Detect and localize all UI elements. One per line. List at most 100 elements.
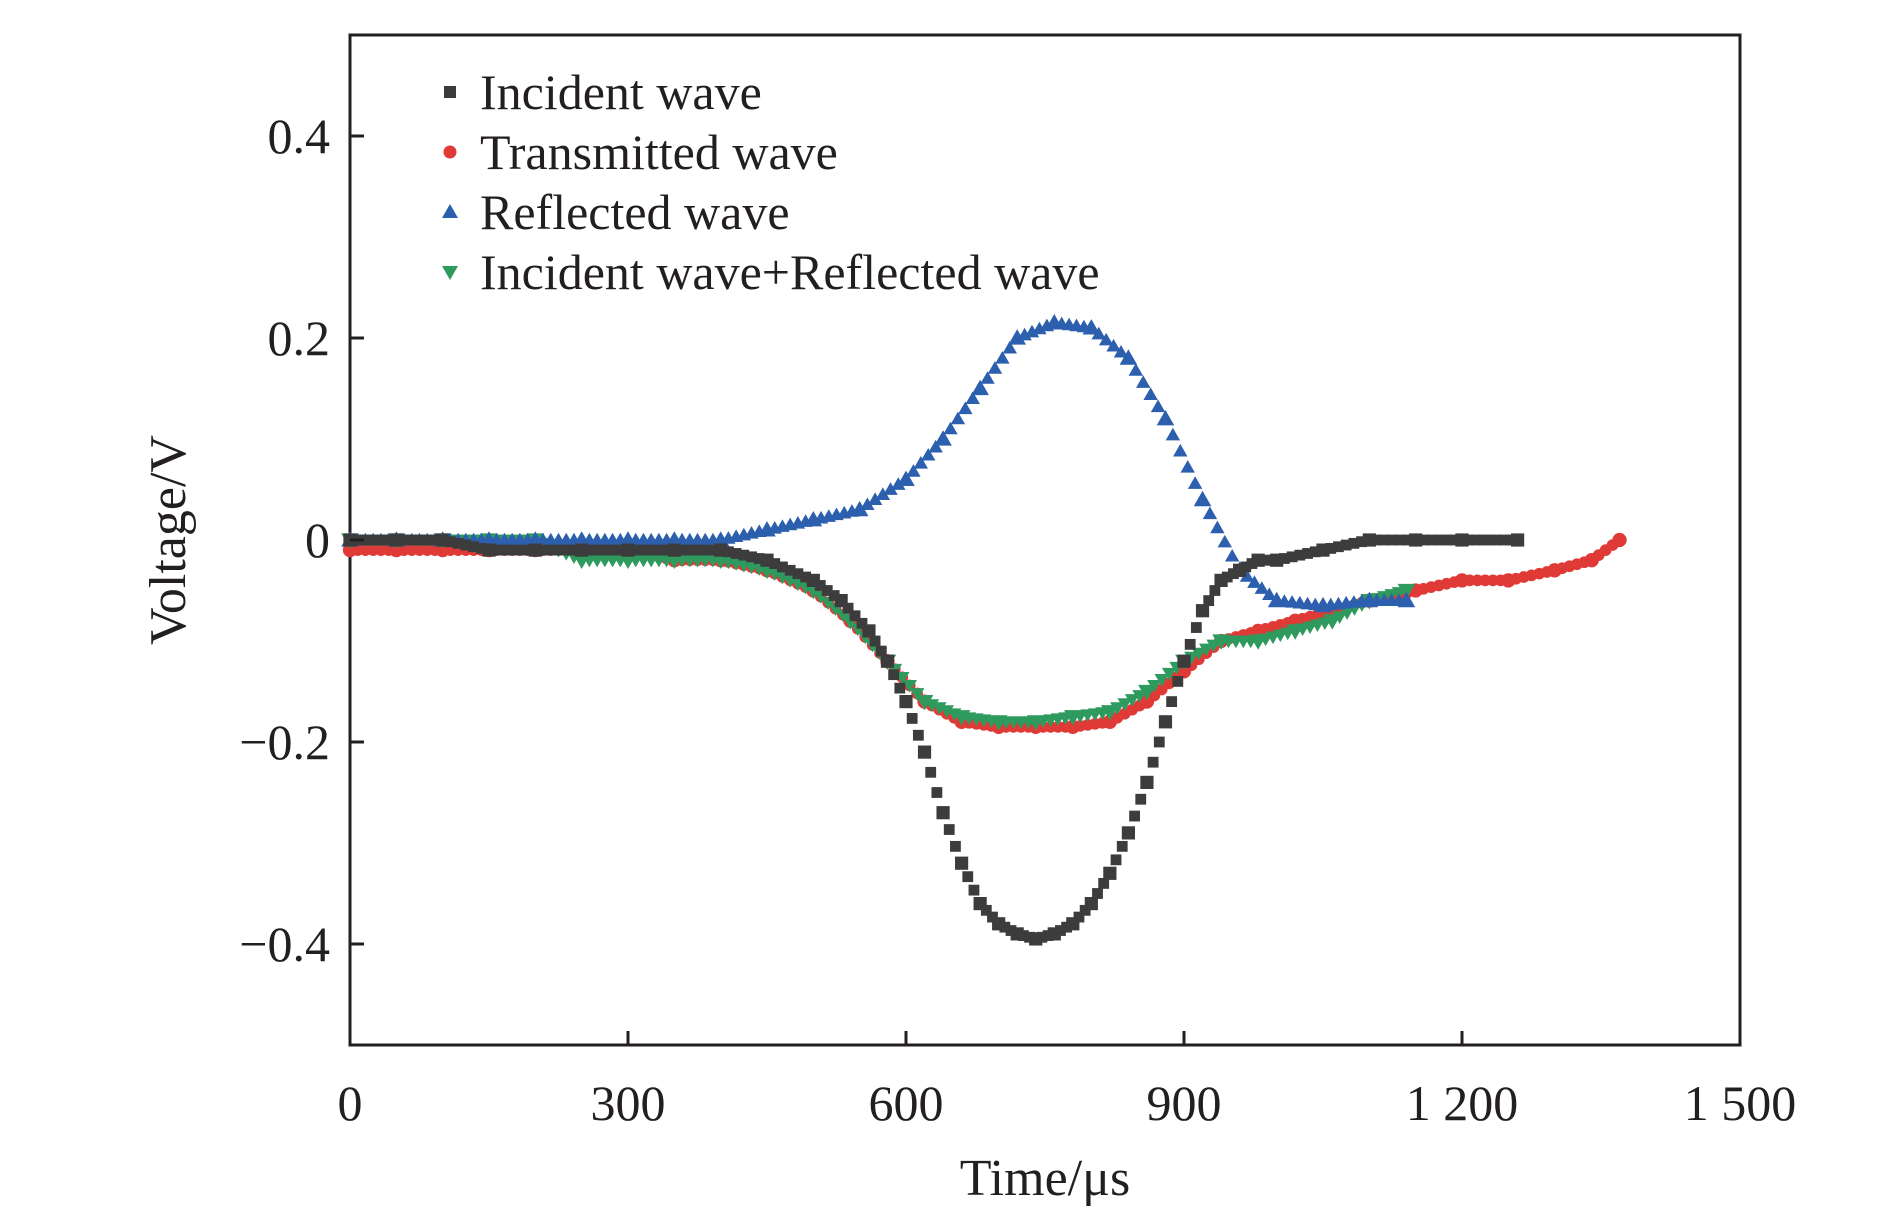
sample-marker (1165, 427, 1181, 441)
sample-marker (444, 536, 456, 548)
sample-marker (1394, 534, 1406, 546)
ticks-layer: 0 300 600 900 1 200 1 500 −0.4 −0.2 0 0.2 0.4 (239, 108, 1796, 1131)
sample-marker (398, 534, 410, 546)
sample-marker (630, 544, 642, 556)
sample-marker (1333, 541, 1344, 553)
x-tick-label: 900 (1147, 1075, 1222, 1131)
sample-marker (1221, 571, 1233, 583)
sample-marker (875, 487, 891, 500)
sample-marker (1484, 534, 1496, 546)
sample-marker (921, 447, 936, 461)
sample-marker (553, 544, 564, 556)
data-point (1082, 319, 1101, 335)
series-circle (342, 532, 1627, 734)
sample-marker (888, 669, 900, 681)
sample-marker (906, 464, 921, 477)
legend-label: Incident wave+Reflected wave (480, 244, 1100, 300)
sample-marker (475, 543, 487, 554)
sample-marker (1505, 534, 1517, 546)
sample-marker (1110, 702, 1125, 715)
sample-marker (1116, 840, 1128, 852)
x-tick-label: 600 (869, 1075, 944, 1131)
data-point (862, 624, 876, 638)
sample-marker (869, 635, 881, 647)
data-point (971, 379, 989, 396)
sample-marker (1055, 925, 1066, 936)
sample-marker (814, 580, 826, 591)
sample-marker (1286, 551, 1298, 563)
legend-label: Incident wave (480, 64, 762, 120)
data-point (1119, 349, 1138, 365)
sample-marker (375, 534, 387, 546)
y-axis-title: Voltage/V (140, 435, 197, 645)
sample-marker (1147, 680, 1162, 693)
sample-marker (792, 568, 804, 580)
sample-marker (860, 497, 875, 511)
y-tick-label: 0.4 (268, 108, 331, 164)
sample-marker (1239, 569, 1255, 582)
sample-marker (1106, 338, 1121, 352)
sample-marker (842, 602, 854, 614)
sample-marker (1448, 534, 1460, 546)
sample-marker (367, 534, 379, 546)
sample-marker (928, 439, 943, 453)
sample-marker (875, 645, 887, 657)
data-point (1195, 604, 1210, 618)
sample-marker (406, 534, 418, 546)
sample-marker (1136, 375, 1151, 388)
y-tick-label: −0.2 (239, 714, 330, 770)
sample-marker (1240, 561, 1252, 573)
sample-marker (950, 840, 961, 852)
sample-marker (1340, 539, 1352, 551)
sample-marker (913, 456, 929, 469)
sample-marker (1166, 696, 1178, 707)
sample-marker (1187, 476, 1203, 489)
sample-marker (1209, 585, 1221, 596)
sample-marker (1356, 536, 1368, 548)
legend-marker (443, 145, 457, 159)
sample-marker (460, 539, 472, 551)
data-point (955, 856, 969, 870)
x-tick-label: 300 (591, 1075, 666, 1131)
sample-marker (1002, 340, 1017, 354)
sample-marker (1247, 575, 1262, 588)
sample-marker (1091, 326, 1106, 340)
sample-marker (1339, 607, 1355, 620)
sample-marker (1210, 520, 1225, 534)
sample-marker (1135, 793, 1147, 805)
data-point (1158, 715, 1173, 729)
sample-marker (943, 421, 958, 435)
data-point (1612, 532, 1627, 548)
sample-marker (1110, 854, 1122, 866)
sample-marker (722, 546, 734, 558)
sample-marker (1202, 506, 1218, 520)
sample-marker (514, 544, 526, 556)
sample-marker (638, 544, 649, 556)
sample-marker (738, 549, 750, 561)
sample-marker (1073, 911, 1085, 923)
sample-marker (1294, 549, 1306, 561)
sample-marker (1190, 622, 1202, 633)
sample-marker (891, 477, 906, 490)
sample-marker (1417, 534, 1429, 546)
sample-marker (987, 361, 1003, 374)
sample-marker (1348, 537, 1360, 549)
sample-marker (568, 544, 580, 556)
sample-marker (1172, 676, 1184, 687)
sample-marker (1477, 534, 1489, 546)
sample-marker (1491, 534, 1503, 546)
y-tick-label: 0 (305, 512, 330, 568)
sample-marker (421, 534, 433, 546)
sample-marker (883, 482, 898, 495)
sample-marker (950, 411, 966, 425)
sample-marker (980, 904, 992, 916)
sample-marker (506, 544, 518, 556)
data-point (880, 654, 895, 668)
sample-marker (707, 544, 719, 556)
data-point (1511, 533, 1525, 547)
sample-marker (906, 713, 918, 724)
sample-marker (943, 824, 955, 835)
sample-marker (1302, 548, 1313, 559)
data-point (1008, 329, 1026, 345)
